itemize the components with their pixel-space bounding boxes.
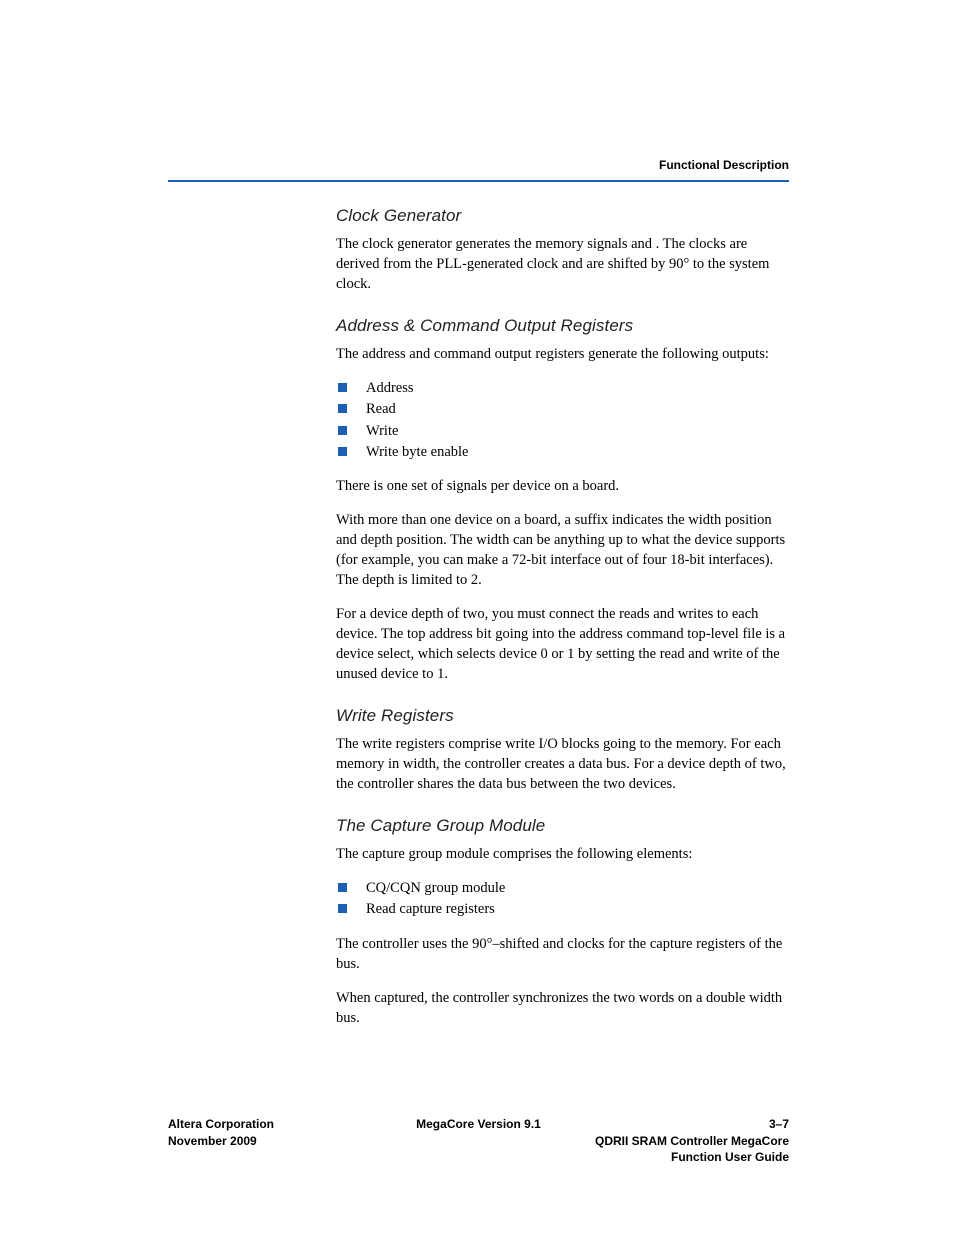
bullet-list: Address Read Write Write byte enable [336, 378, 789, 462]
heading-addr-cmd: Address & Command Output Registers [336, 316, 789, 336]
para: The write registers comprise write I/O b… [336, 734, 789, 794]
list-item: Read capture registers [336, 899, 789, 919]
para: When captured, the controller synchroniz… [336, 988, 789, 1028]
heading-write-registers: Write Registers [336, 706, 789, 726]
heading-clock-generator: Clock Generator [336, 206, 789, 226]
footer-left-1: Altera Corporation [168, 1116, 348, 1132]
list-item: Write byte enable [336, 442, 789, 462]
list-item: Write [336, 421, 789, 441]
footer-center: MegaCore Version 9.1 [348, 1116, 609, 1132]
para: For a device depth of two, you must conn… [336, 604, 789, 684]
list-item: CQ/CQN group module [336, 878, 789, 898]
footer-page-number: 3–7 [609, 1116, 789, 1132]
para: The address and command output registers… [336, 344, 789, 364]
heading-capture-group: The Capture Group Module [336, 816, 789, 836]
footer-spacer [348, 1133, 569, 1165]
running-head: Functional Description [659, 158, 789, 172]
header-rule [168, 180, 789, 182]
page-footer: Altera Corporation MegaCore Version 9.1 … [168, 1116, 789, 1165]
footer-guide-title: QDRII SRAM Controller MegaCore Function … [569, 1133, 790, 1165]
bullet-list: CQ/CQN group module Read capture registe… [336, 878, 789, 920]
para: The clock generator generates the memory… [336, 234, 789, 294]
para: The capture group module comprises the f… [336, 844, 789, 864]
list-item: Address [336, 378, 789, 398]
content-column: Clock Generator The clock generator gene… [336, 206, 789, 1042]
page: Functional Description Clock Generator T… [0, 0, 954, 1235]
footer-left-2: November 2009 [168, 1133, 348, 1165]
para: The controller uses the 90°–shifted and … [336, 934, 789, 974]
list-item: Read [336, 399, 789, 419]
para: With more than one device on a board, a … [336, 510, 789, 590]
para: There is one set of signals per device o… [336, 476, 789, 496]
